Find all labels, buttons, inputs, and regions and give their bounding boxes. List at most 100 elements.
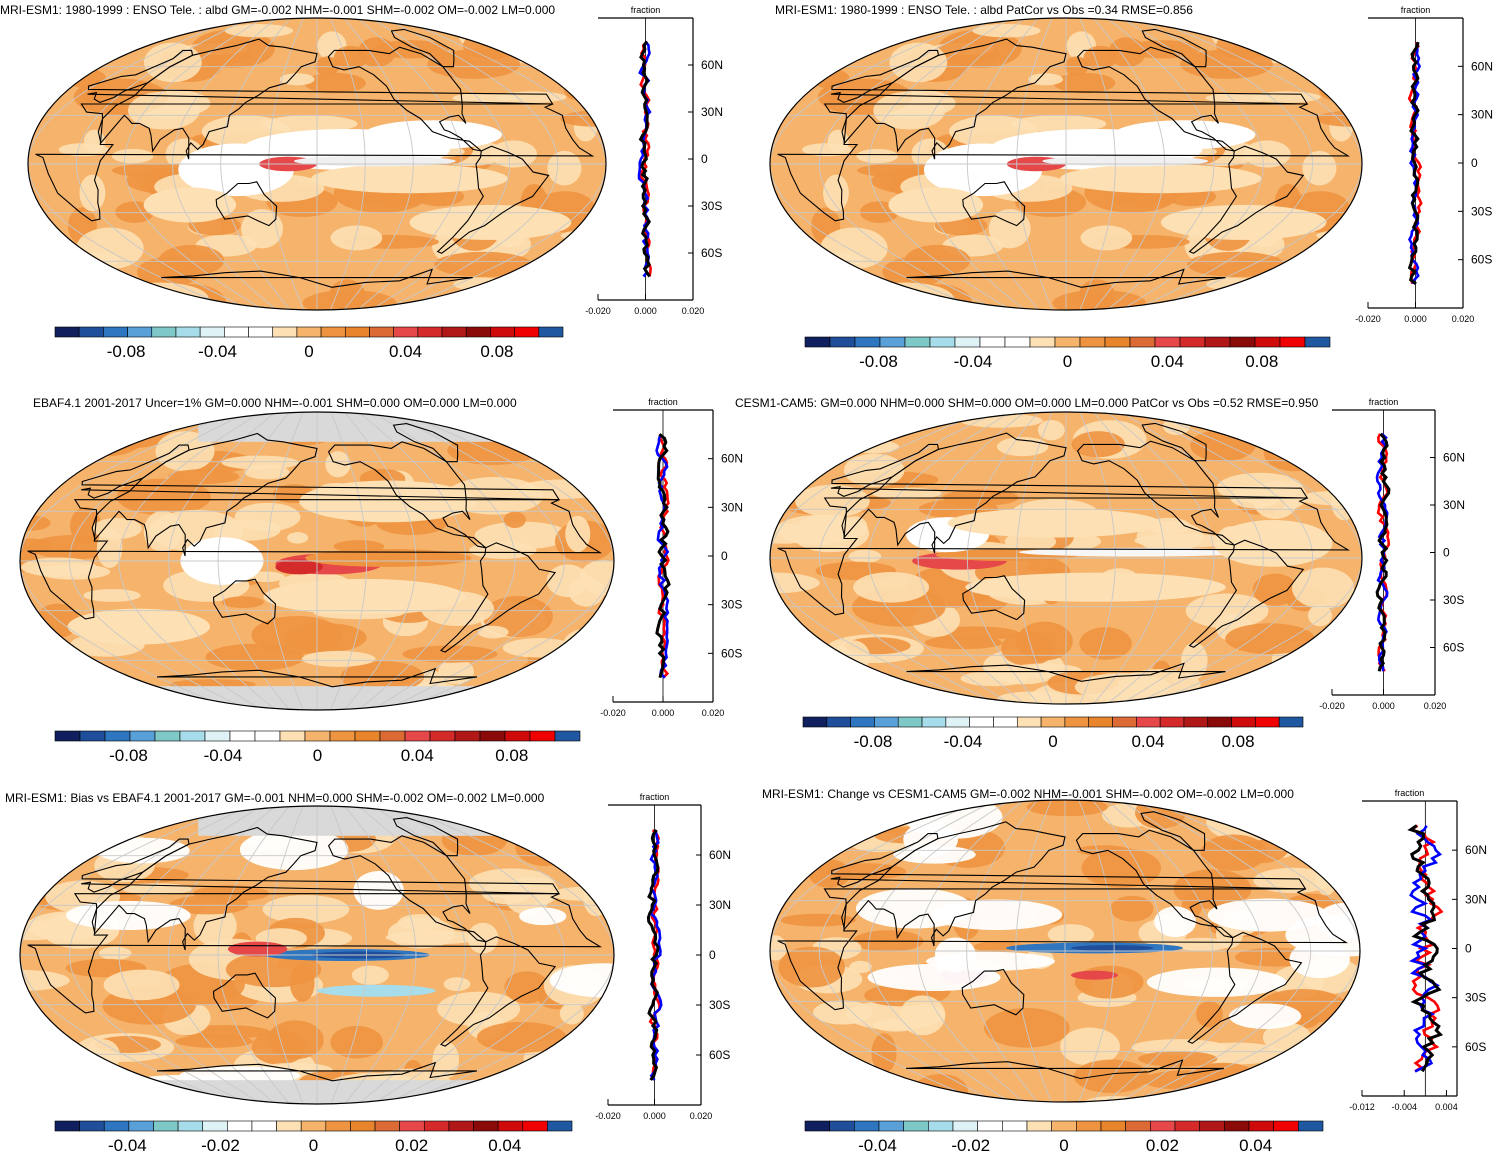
colorbar-swatch [103,326,128,338]
colorbar-swatch [1100,1120,1126,1132]
colorbar-swatch [473,1120,499,1132]
colorbar-swatch [1104,336,1131,348]
lat-tick-label: 30N [709,898,731,912]
colorbar-swatch [404,730,431,742]
zonal-tick-label: 0.020 [1424,701,1447,711]
colorbar: -0.04 -0.02 0 0.02 0.04 [804,1120,1324,1155]
colorbar-swatch [254,730,281,742]
colorbar-tick-label: 0 [309,1136,318,1155]
colorbar-swatch [417,326,443,338]
colorbar-tick-label: -0.08 [854,732,893,751]
coast-asia [841,821,1066,947]
graticule [20,806,614,1104]
map-plot [27,17,607,311]
colorbar-swatch [329,730,356,742]
colorbar-swatch [227,1120,253,1132]
coast-australia [962,181,1026,227]
colorbar-swatch [954,336,981,348]
zonal-axis-title: fraction [648,397,678,407]
colorbar-swatch [874,716,899,728]
colorbar: -0.08 -0.04 0 0.04 0.08 [54,730,581,765]
coast-asia [91,432,318,557]
colorbar-tick-label: 0.02 [395,1136,428,1155]
colorbar-swatch [826,716,851,728]
coast-asia [97,38,318,160]
colorbar-swatch [878,1120,904,1132]
lat-tick-label: 60S [721,646,742,660]
lat-tick-label: 60S [701,246,722,260]
coast-europe [87,49,554,105]
colorbar-swatch [854,1120,880,1132]
colorbar-swatch [490,326,515,338]
colorbar-tick-label: 0.04 [401,746,434,765]
map-plot [769,17,1363,311]
map-plot [19,805,615,1105]
coast-namerica [327,441,487,549]
colorbar-swatch [199,326,225,338]
colorbar-tick-label: 0 [304,342,313,361]
colorbar-tick-label: 0.04 [1239,1136,1272,1155]
graticule [770,412,1362,704]
zonal-tick-label: -0.020 [585,306,611,316]
map-plot [19,411,615,711]
zonal-line-mean [646,829,660,1081]
lat-tick-label: 30S [1465,991,1486,1005]
colorbar-swatch [921,716,947,728]
coast-antarctica [161,268,473,288]
colorbar-tick-label: -0.04 [954,352,993,371]
coast-africa [35,103,595,222]
map-border [769,411,1363,705]
panel-title: EBAF4.1 2001-2017 Uncer=1% GM=0.000 NHM=… [33,396,517,410]
coast-greenland [1140,811,1206,851]
lat-tick-label: 30N [721,500,743,514]
zonal-tick-label: 0.000 [634,306,657,316]
lat-tick-label: 60N [1471,59,1493,73]
colorbar-swatch [354,730,381,742]
zonal-line-mean [638,40,651,278]
colorbar-tick-label: -0.04 [198,342,237,361]
coast-samerica [440,936,557,1047]
colorbar-swatch [1207,716,1232,728]
lat-tick-label: 30S [1443,593,1464,607]
colorbar-swatch [1125,1120,1151,1132]
colorbar-tick-label: 0 [1063,352,1072,371]
colorbar-swatch [369,326,394,338]
coast-greenland [392,817,459,857]
panel-title: CESM1-CAM5: GM=0.000 NHM=0.000 SHM=0.000… [735,396,1319,410]
coast-greenland [392,423,459,463]
colorbar-tick-label: -0.04 [944,732,983,751]
zonal-mean-plot: fraction 60N 30N 0 30S 60S -0.020 0.000 0.020 [1319,397,1465,711]
colorbar-swatch [129,730,156,742]
zonal-tick-label: 0.020 [690,1111,713,1121]
zonal-tick-label: -0.012 [1349,1102,1375,1112]
coast-australia [215,181,278,227]
colorbar-swatch [1304,336,1331,348]
zonal-tick-label: 0.000 [1372,701,1395,711]
zonal-mean-plot: fraction 60N 30N 0 30S 60S -0.020 0.000 0.020 [1355,5,1493,324]
zonal-axis-title: fraction [1395,788,1425,798]
graticule [770,18,1362,310]
lat-tick-label: 30S [701,199,722,213]
zonal-mean-plot: fraction 60N 30N 0 30S 60S -0.020 0.000 0.020 [595,792,731,1121]
coast-antarctica [156,667,478,688]
map-border [19,411,615,711]
colorbar: -0.08 -0.04 0 0.04 0.08 [54,326,564,361]
zonal-axis-title: fraction [1369,397,1399,407]
map-border [19,805,615,1105]
coast-antarctica [906,1059,1224,1080]
lat-tick-label: 30N [701,105,723,119]
lat-tick-label: 60N [701,58,723,72]
zonal-axis-title: fraction [1401,5,1431,15]
coast-africa [777,888,1349,1011]
colorbar-swatch [128,1120,154,1132]
coast-antarctica [156,1061,478,1082]
lat-tick-label: 0 [701,152,708,166]
colorbar-swatch [497,1120,524,1132]
zonal-mean-plot: fraction 60N 30N 0 30S 60S -0.020 0.000 0.020 [600,397,743,718]
coast-asia [841,38,1067,160]
colorbar-swatch [952,1120,978,1132]
panel-title: MRI-ESM1: 1980-1999 : ENSO Tele. : albd … [0,3,556,17]
coast-australia [962,575,1026,621]
map-plot [769,411,1363,705]
colorbar-swatch [454,730,481,742]
